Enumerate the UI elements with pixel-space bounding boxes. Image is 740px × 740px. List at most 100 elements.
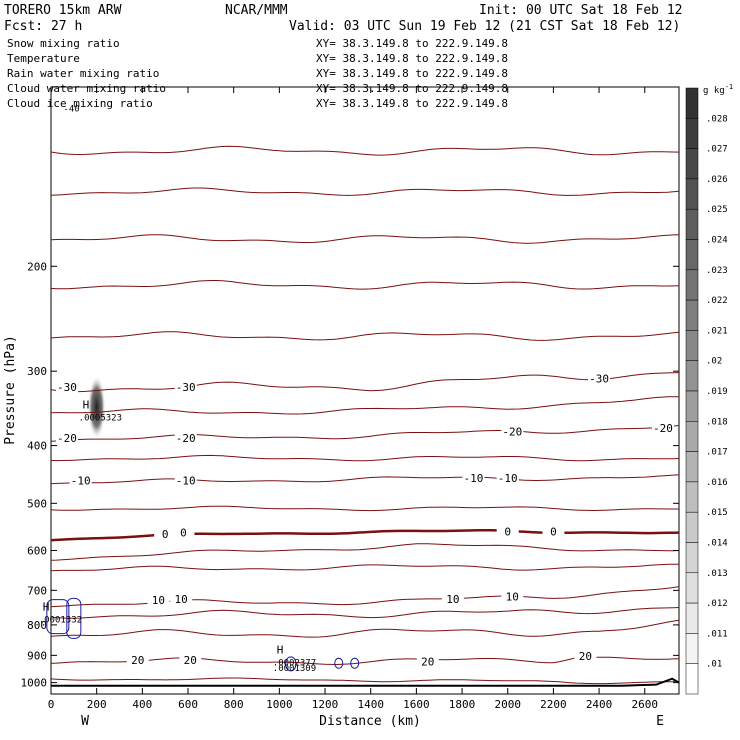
y-tick-label: 1000 [21,677,48,690]
colorbar-cell [685,87,699,119]
field-legend: Snow mixing ratio Temperature XY= 38.3.149… [7,37,508,110]
isotherm [50,454,680,462]
contour-label-bg [501,425,524,438]
contour-label: 0 [504,526,511,539]
colorbar-label: .023 [706,266,728,276]
contour-label-bg [170,593,193,606]
contour-label: 10 [175,593,188,606]
valid-time: Valid: 03 UTC Sun 19 Feb 12 (21 CST Sat … [289,19,680,34]
legend-item-label: Cloud water mixing ratio [7,82,166,95]
cloud-ice-blob [87,375,106,440]
isotherm [50,372,680,393]
x-tick-label: 200 [87,698,107,711]
colorbar-cell [685,360,699,392]
extremum-marker: H [277,644,284,657]
isotherm [50,563,680,572]
colorbar-cell [685,511,699,543]
colorbar-label: .018 [706,417,728,427]
extremum-value: .0001332 [39,616,82,626]
isotherm [50,677,680,685]
y-axis-label: Pressure (hPa) [3,335,18,445]
isotherm [50,529,680,542]
x-tick-label: 1800 [449,698,476,711]
contour-label-bg [174,432,197,445]
legend-item-label: Temperature [7,52,80,65]
west-label: W [81,714,89,729]
isotherm [50,396,680,415]
contour-label: 20 [579,650,592,663]
x-axis-label: Distance (km) [319,714,421,729]
x-tick-label: 0 [48,698,55,711]
plot-frame [50,86,680,695]
extremum-value: .0001309 [273,664,316,674]
colorbar-cell [685,239,699,271]
contour-label: -20 [653,422,673,435]
isotherm [50,586,680,608]
terrain-surface [51,677,680,687]
isotherm [50,145,680,156]
terrain-line [51,677,680,687]
x-tick-label: 400 [132,698,152,711]
contour-label-bg [416,655,439,668]
contour-label: 0 [550,526,557,539]
colorbar-label: .013 [706,569,728,579]
isotherm [50,505,679,512]
contour-label: 0 [180,527,187,540]
isotherm [50,474,680,485]
colorbar-cell [685,148,699,180]
contour-label-bg [542,525,565,538]
legend-item-xy: XY= 38.3.149.8 to 222.9.149.8 [316,97,508,110]
extremum-value: .0005323 [79,414,122,424]
colorbar-cell [685,118,699,149]
colorbar-cell [685,633,699,664]
colorbar-cell [685,572,699,604]
contour-label-partial: -40 [63,105,79,115]
cloud-water-contour [350,657,360,669]
x-tick-label: 2000 [494,698,521,711]
forecast-hour: Fcst: 27 h [4,19,82,34]
x-tick-label: 2200 [540,698,567,711]
colorbar-cell [685,178,699,210]
contour-label-bg [496,471,519,484]
colorbar-label: .015 [706,508,728,518]
y-tick-label: 800 [27,619,47,632]
colorbar-cell [685,390,699,422]
y-tick-label: 900 [27,649,47,662]
extremum-value: .0002377 [273,659,316,669]
contour-label-bg [574,649,597,662]
model-title: TORERO 15km ARW [4,3,122,18]
contour-label-bg [652,421,675,434]
colorbar-label: .025 [706,205,728,215]
contour-label-bg [501,590,524,603]
contour-label-bg [126,654,149,667]
extrema-markers: H .0005323 H .0001332 H .0002377.0001309 [39,399,316,675]
x-tick-label: 1600 [403,698,430,711]
contour-label-bg [69,474,92,487]
contour-label: -20 [502,425,522,438]
legend-item-label: Cloud ice mixing ratio [7,97,153,110]
contour-label: -20 [176,432,196,445]
colorbar-label: .019 [706,387,728,397]
cloud-water-contour [66,597,82,639]
y-tick-label: 200 [27,260,47,273]
temperature-contours [50,145,680,685]
isotherm [50,607,680,619]
colorbar-cell [685,663,699,695]
contour-label: 0 [162,528,169,541]
org-label: NCAR/MMM [225,3,288,18]
cloud-water-contour [334,657,344,669]
cloud-ice-shading [87,375,106,440]
colorbar-cell [685,542,699,574]
contour-label-bg [441,593,464,606]
x-tick-label: 2600 [631,698,658,711]
legend-item-label: Rain water mixing ratio [7,67,159,80]
isotherm [50,619,680,638]
colorbar-label: .012 [706,599,728,609]
x-tick-label: 800 [224,698,244,711]
contour-label: 10 [152,594,165,607]
cloud-water-contours [46,597,360,672]
contour-label: 20 [131,654,144,667]
colorbar-label: .017 [706,448,728,458]
contour-label-bg [154,527,177,540]
x-tick-label: 1000 [266,698,293,711]
